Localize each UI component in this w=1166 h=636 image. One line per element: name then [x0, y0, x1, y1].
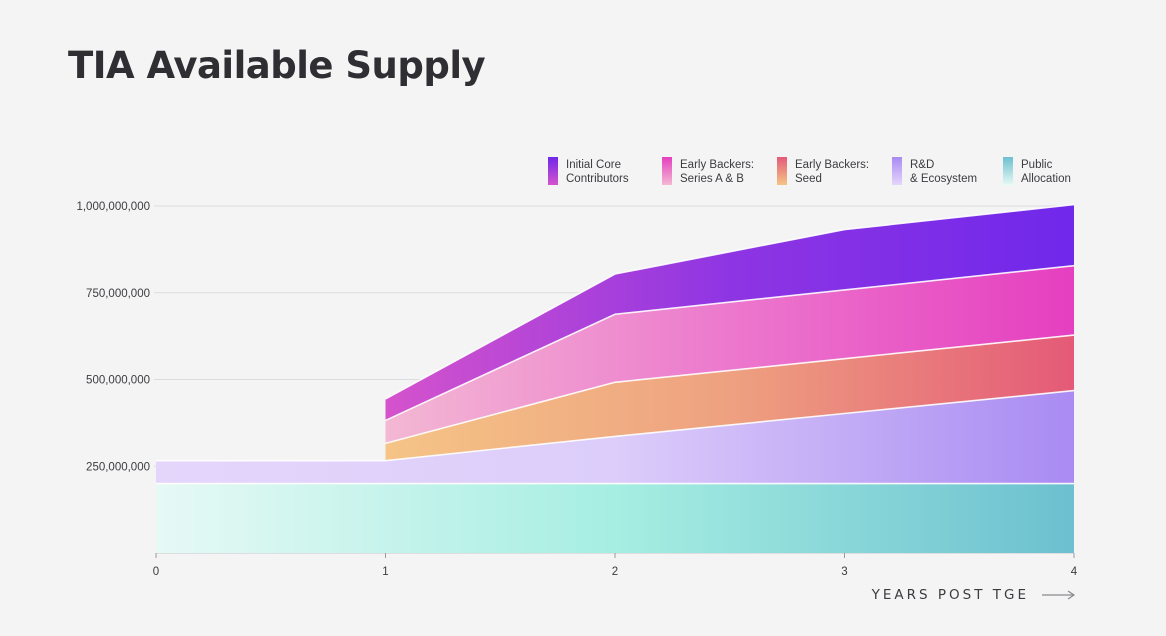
area-early-backers-seed — [385, 335, 1074, 461]
area-top-edge-r-d-ecosystem — [156, 389, 1075, 462]
chart-title: TIA Available Supply — [68, 44, 486, 87]
area-public-allocation — [156, 483, 1074, 553]
legend-swatch-early-backers-seed — [777, 157, 787, 185]
arrow-right-icon — [1042, 590, 1076, 600]
area-top-edge-early-backers-series-a-b — [385, 264, 1075, 422]
area-top-edge-early-backers-seed — [385, 334, 1075, 445]
area-top-edge-initial-core-contributors — [385, 203, 1075, 400]
area-initial-core-contributors — [385, 204, 1074, 421]
y-tick-label: 1,000,000,000 — [76, 201, 150, 213]
legend-swatch-public-allocation — [1003, 157, 1013, 185]
y-tick-label: 500,000,000 — [86, 375, 150, 387]
legend-label-public-allocation: Public — [1021, 159, 1053, 171]
y-tick-label: 250,000,000 — [86, 461, 150, 473]
y-tick-label: 750,000,000 — [86, 288, 150, 300]
legend-label-early-backers-seed: Early Backers: — [795, 159, 869, 171]
legend-label-public-allocation: Allocation — [1021, 173, 1071, 185]
x-tick-label: 0 — [153, 566, 159, 578]
x-tick-label: 3 — [841, 566, 847, 578]
legend-label-early-backers-series-a-b: Series A & B — [680, 173, 744, 185]
legend-label-initial-core-contributors: Contributors — [566, 173, 629, 185]
x-tick-label: 4 — [1071, 566, 1078, 578]
x-tick-label: 1 — [382, 566, 388, 578]
legend-label-initial-core-contributors: Initial Core — [566, 159, 621, 171]
legend-swatch-r-d-ecosystem — [892, 157, 902, 185]
legend-label-r-d-ecosystem: R&D — [910, 159, 934, 171]
legend-label-early-backers-series-a-b: Early Backers: — [680, 159, 754, 171]
x-axis-label: YEARS POST TGE — [871, 587, 1029, 603]
area-early-backers-series-a-b — [385, 265, 1074, 444]
legend-swatch-early-backers-series-a-b — [662, 157, 672, 185]
legend-label-r-d-ecosystem: & Ecosystem — [910, 173, 977, 185]
legend-swatch-initial-core-contributors — [548, 157, 558, 185]
x-tick-label: 2 — [612, 566, 618, 578]
legend-label-early-backers-seed: Seed — [795, 173, 822, 185]
